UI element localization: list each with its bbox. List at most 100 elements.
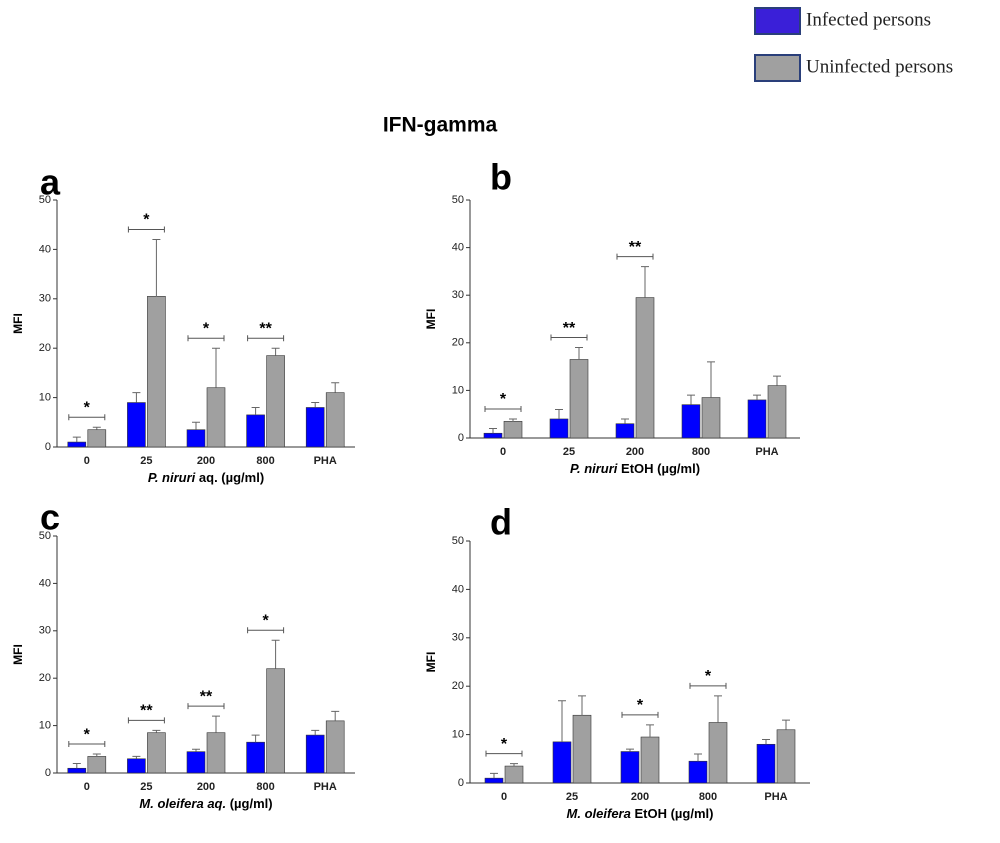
bar: [640, 736, 660, 784]
bar: [325, 720, 345, 774]
error-bar: [152, 239, 161, 297]
significance-bracket: [127, 226, 165, 233]
error-bar: [558, 700, 566, 742]
bar: [127, 402, 146, 448]
x-tick-label: 800: [699, 791, 717, 803]
x-axis-label-rest: EtOH (µg/ml): [617, 461, 700, 476]
significance-stars: *: [500, 391, 507, 408]
bar: [246, 741, 265, 774]
error-bar: [152, 729, 161, 733]
bar: [756, 743, 776, 784]
y-tick-label: 0: [45, 767, 51, 779]
figure-title: IFN-gamma: [383, 114, 498, 137]
x-axis-label: P. niruri aq. (µg/ml): [148, 470, 264, 485]
error-bar: [311, 729, 320, 736]
error-bar: [782, 719, 790, 730]
significance-bracket: [247, 335, 285, 342]
x-tick-label: PHA: [314, 781, 337, 793]
bar: [681, 404, 701, 439]
x-axis-label-italic: P. niruri: [570, 461, 618, 476]
bar: [549, 418, 569, 439]
significance-stars: *: [501, 736, 508, 753]
panel-letter: a: [40, 162, 61, 203]
x-tick-label: 0: [84, 455, 90, 467]
bar: [708, 722, 728, 784]
y-tick-label: 10: [39, 720, 51, 732]
error-bar: [773, 375, 781, 386]
y-tick-label: 30: [39, 293, 51, 305]
error-bar: [271, 347, 280, 356]
y-tick-label: 20: [452, 337, 464, 349]
y-tick-label: 10: [452, 729, 464, 741]
y-axis-label: MFI: [11, 313, 25, 334]
bar: [572, 714, 592, 784]
y-axis-label: MFI: [11, 644, 25, 665]
error-bar: [489, 427, 497, 434]
error-bar: [578, 695, 586, 716]
y-tick-label: 40: [39, 243, 51, 255]
error-bar: [575, 347, 583, 360]
bar: [266, 355, 285, 448]
significance-stars: *: [84, 726, 91, 743]
error-bar: [212, 347, 220, 388]
bar: [325, 392, 345, 448]
error-bar: [626, 748, 634, 752]
x-axis-label-rest: aq. (µg/ml): [195, 470, 264, 485]
x-tick-label: 25: [563, 446, 575, 458]
significance-bracket: [485, 750, 523, 757]
error-bar: [646, 724, 654, 738]
error-bar: [762, 738, 770, 745]
error-bar: [621, 418, 629, 424]
error-bar: [311, 402, 320, 408]
x-tick-label: 200: [626, 446, 644, 458]
y-tick-label: 40: [452, 242, 464, 254]
x-axis-label: M. oleifera EtOH (µg/ml): [567, 806, 714, 821]
significance-bracket: [550, 334, 588, 341]
x-tick-label: 0: [501, 791, 507, 803]
error-bar: [331, 710, 340, 721]
significance-stars: *: [203, 320, 210, 337]
y-tick-label: 30: [39, 625, 51, 637]
panel-letter: b: [490, 157, 512, 198]
bar: [569, 359, 589, 439]
bar: [503, 421, 523, 439]
x-tick-label: 25: [140, 455, 152, 467]
bar: [87, 756, 107, 774]
panel-letter: c: [40, 497, 60, 538]
x-tick-label: 200: [197, 455, 215, 467]
bar: [67, 767, 87, 774]
significance-stars: *: [143, 212, 150, 229]
legend-swatch: [754, 54, 801, 82]
bar: [147, 296, 166, 448]
error-bar: [555, 408, 563, 419]
x-tick-label: 25: [140, 781, 152, 793]
y-tick-label: 0: [45, 441, 51, 453]
error-bar: [510, 763, 518, 767]
bar: [504, 765, 524, 784]
y-tick-label: 20: [39, 672, 51, 684]
x-tick-label: PHA: [755, 446, 778, 458]
bar: [246, 414, 265, 448]
significance-bracket: [187, 335, 225, 342]
bar: [776, 729, 796, 784]
significance-stars: *: [637, 697, 644, 714]
bar: [186, 429, 206, 448]
significance-bracket: [127, 717, 165, 724]
x-axis-label-italic: P. niruri: [148, 470, 196, 485]
significance-bracket: [68, 414, 106, 421]
error-bar: [72, 436, 81, 443]
bar: [305, 407, 325, 448]
error-bar: [92, 753, 101, 757]
error-bar: [132, 392, 141, 403]
bar: [483, 432, 503, 439]
error-bar: [687, 394, 695, 405]
significance-stars: *: [705, 668, 712, 685]
significance-stars: *: [262, 612, 269, 629]
x-axis-label-rest: EtOH (µg/ml): [631, 806, 714, 821]
error-bar: [714, 695, 722, 723]
bar: [767, 385, 787, 439]
error-bar: [251, 406, 260, 415]
y-tick-label: 10: [39, 392, 51, 404]
error-bar: [132, 755, 141, 759]
